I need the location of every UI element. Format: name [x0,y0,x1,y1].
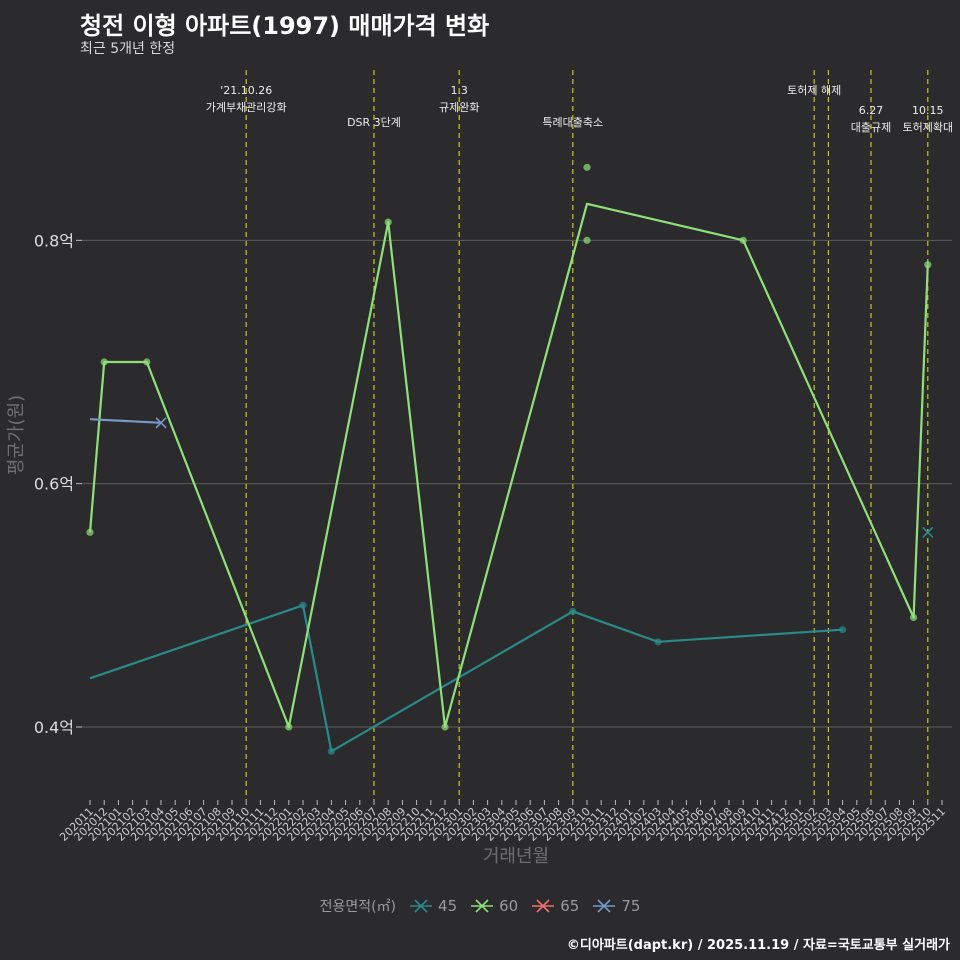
series-45-cross [922,526,934,538]
legend-title: 전용면적(㎡) [319,899,397,915]
legend-item-60: 60 [471,897,518,915]
y-tick-label: 0.6억 [34,475,74,494]
event-label: 특례대출축소 [542,116,603,129]
legend-item-45: 45 [410,897,457,915]
legend-swatch [593,899,616,913]
series-60-point [285,723,293,731]
series-75-line [89,418,162,424]
grid-lines [80,239,952,728]
series-60-point [910,613,918,622]
event-label: 1.3 [450,84,468,97]
series-45-point [299,601,307,609]
legend-label: 45 [438,897,458,915]
cross-stroke [155,417,167,429]
x-axis: 2020112020122021012021022021032021042021… [57,800,948,867]
series-60-point [100,358,108,366]
series-60-point [583,236,591,244]
cross-stroke [922,526,934,538]
x-axis-label: 거래년월 [483,846,549,867]
series-45-line [89,604,843,753]
series-layer [86,163,934,755]
series-60-point [143,358,151,366]
event-label: 대출규제 [851,121,891,134]
series-45-point [327,747,335,755]
y-axis-label: 평균가(원) [6,395,27,475]
series-60-point [924,261,932,269]
event-label: 규제완화 [439,101,479,114]
source-caption: ©디아파트(dapt.kr) / 2025.11.19 / 자료=국토교통부 실… [566,938,950,953]
legend-item-75: 75 [593,897,640,915]
event-label: DSR 3단계 [347,116,401,129]
chart-subtitle: 최근 5개년 한정 [80,41,176,57]
event-label: 토허제확대 [902,121,953,134]
series-60-point [384,218,392,226]
event-label: 가계부채관리강화 [206,101,287,114]
chart-title: 청전 이형 아파트(1997) 매매가격 변화 [80,12,490,40]
legend-label: 65 [560,897,580,915]
series-60-point [739,236,747,244]
legend-swatch [532,899,555,913]
legend-label: 60 [499,897,519,915]
event-label: '21.10.26 [220,84,272,97]
event-label: 10.15 [912,104,944,117]
series-45-point [654,638,662,646]
event-label: 토허제 해제 [787,83,841,97]
series-60-point [583,163,591,171]
series-60-point [86,528,94,536]
legend-swatch [471,899,494,913]
series-60-line [88,202,929,729]
y-tick-label: 0.8억 [34,231,74,250]
series-45-point [839,626,847,634]
series-45-point [569,607,577,616]
legend-item-65: 65 [532,897,579,915]
y-tick-label: 0.4억 [34,718,74,737]
event-label: 6.27 [859,104,884,117]
series-75-cross [155,417,167,429]
series-60-point [441,723,449,731]
legend: 전용면적(㎡) 45 60 65 75 [0,896,960,916]
legend-swatch [410,899,433,913]
legend-label: 75 [621,897,641,915]
